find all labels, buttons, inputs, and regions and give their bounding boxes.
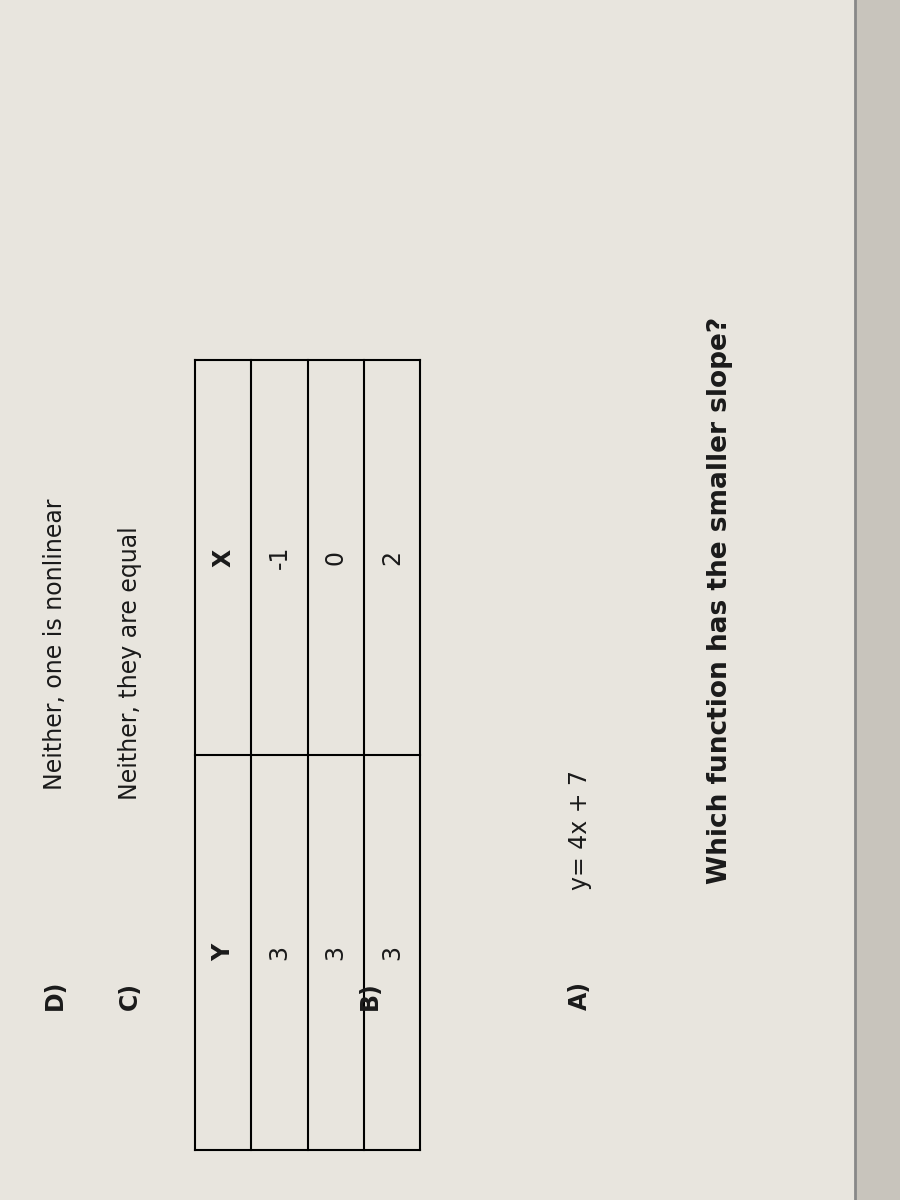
Text: Which function has the smaller slope?: Which function has the smaller slope? [707,317,733,883]
Text: y= 4x + 7: y= 4x + 7 [568,770,592,890]
Text: -1: -1 [267,546,292,569]
Text: 3: 3 [324,946,347,960]
Text: 2: 2 [380,550,404,565]
Text: Neither, one is nonlinear: Neither, one is nonlinear [43,498,67,790]
Text: A): A) [568,982,592,1010]
Text: Neither, they are equal: Neither, they are equal [118,527,142,800]
Text: Y: Y [212,944,235,961]
Bar [855,0,900,1200]
Text: D): D) [43,979,67,1010]
Text: 3: 3 [380,946,404,960]
Text: B): B) [358,982,382,1010]
Text: 3: 3 [267,946,292,960]
Text: X: X [212,548,235,566]
Text: 0: 0 [324,550,347,565]
Text: C): C) [118,982,142,1010]
